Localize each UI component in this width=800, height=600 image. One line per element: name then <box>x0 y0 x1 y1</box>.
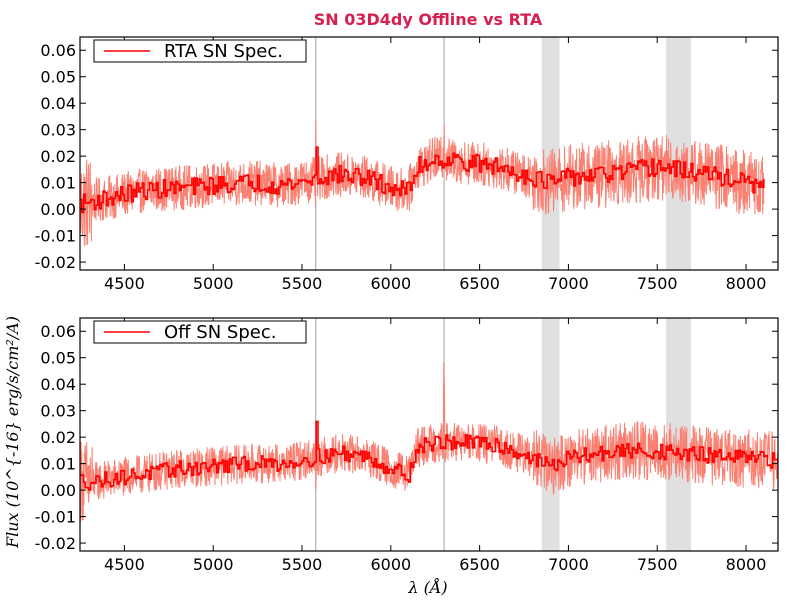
legend-box <box>93 320 307 344</box>
legend: RTA SN Spec. <box>93 39 307 63</box>
x-tick-label: 4500 <box>104 274 145 293</box>
y-axis-label: Flux (10^{-16} erg/s/cm²/A) <box>3 316 22 549</box>
x-tick-label: 4500 <box>104 555 145 574</box>
y-tick-label: 0.01 <box>40 174 76 193</box>
x-tick-label: 6000 <box>370 274 411 293</box>
legend-label: Off SN Spec. <box>164 322 276 343</box>
y-tick-label: 0.06 <box>40 322 76 341</box>
y-tick-label: -0.01 <box>35 508 76 527</box>
x-tick-label: 7500 <box>637 555 678 574</box>
legend-label: RTA SN Spec. <box>164 41 283 62</box>
y-tick-label: 0.03 <box>40 121 76 140</box>
figure-title: SN 03D4dy Offline vs RTA <box>314 10 543 29</box>
x-axis-label: λ (Å) <box>407 577 447 597</box>
y-tick-label: -0.02 <box>35 534 76 553</box>
x-tick-label: 8000 <box>726 555 767 574</box>
y-tick-label: 0.05 <box>40 68 76 87</box>
legend-box <box>93 39 307 63</box>
axes-frame <box>79 36 779 271</box>
x-tick-label: 6500 <box>459 274 500 293</box>
plot-area <box>80 318 778 551</box>
legend: Off SN Spec. <box>93 320 307 344</box>
x-tick-label: 5500 <box>282 555 323 574</box>
x-tick-label: 5500 <box>282 274 323 293</box>
y-tick-label: 0.03 <box>40 402 76 421</box>
y-tick-label: -0.02 <box>35 253 76 272</box>
x-tick-label: 7000 <box>548 274 589 293</box>
x-tick-label: 7000 <box>548 555 589 574</box>
x-tick-label: 6500 <box>459 555 500 574</box>
shaded-band <box>541 318 560 551</box>
y-tick-label: 0.04 <box>40 375 76 394</box>
y-tick-label: -0.01 <box>35 227 76 246</box>
y-tick-label: 0.01 <box>40 455 76 474</box>
y-tick-label: 0.05 <box>40 349 76 368</box>
y-tick-label: 0.00 <box>40 481 76 500</box>
panel-top: 4500 5000 5500 6000 6500 7000 7500 8000 -0.02 -0.… <box>35 36 779 293</box>
series-binned-line <box>80 420 778 491</box>
x-tick-label: 5000 <box>193 274 234 293</box>
x-tick-label: 5000 <box>193 555 234 574</box>
y-tick-label: 0.06 <box>40 41 76 60</box>
series-binned-line <box>80 146 765 214</box>
panel-bottom: 4500 5000 5500 6000 6500 7000 7500 8000 -0.02 -0.… <box>35 317 779 574</box>
y-tick-label: 0.02 <box>40 147 76 166</box>
series-raw-line <box>80 120 765 247</box>
plot-area <box>80 37 765 270</box>
x-tick-label: 6000 <box>370 555 411 574</box>
axes-frame <box>79 317 779 552</box>
x-tick-label: 7500 <box>637 274 678 293</box>
y-tick-label: 0.04 <box>40 94 76 113</box>
x-tick-label: 8000 <box>726 274 767 293</box>
y-tick-label: 0.00 <box>40 200 76 219</box>
y-tick-label: 0.02 <box>40 428 76 447</box>
